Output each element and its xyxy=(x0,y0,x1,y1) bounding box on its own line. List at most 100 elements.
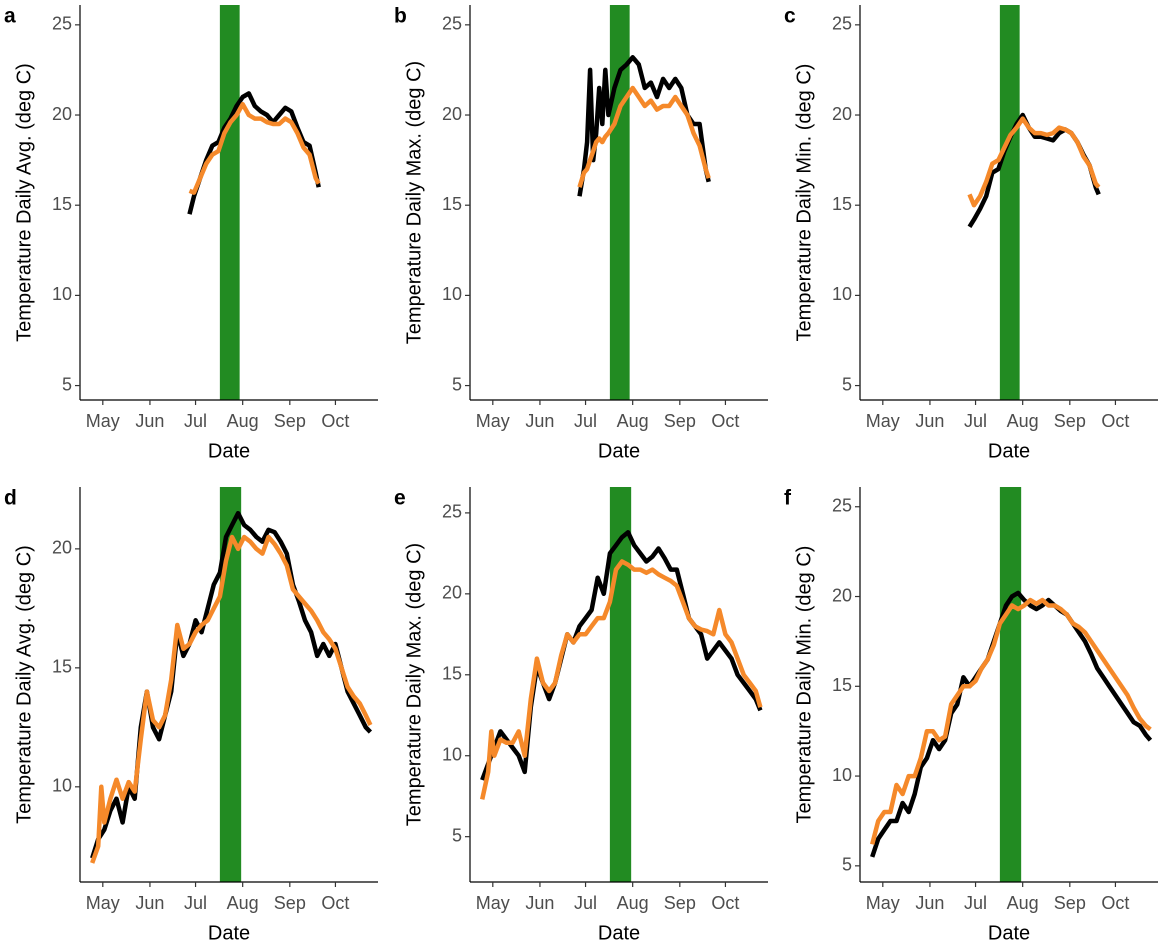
y-tick-label: 20 xyxy=(52,104,72,124)
x-tick-label: Jul xyxy=(574,893,597,913)
x-tick-label: Jul xyxy=(574,411,597,431)
y-tick-label: 5 xyxy=(62,374,72,394)
panel: 5 10 15 20 25 May Jun Jul Aug Sep Oct Date Temperatu… xyxy=(394,5,768,462)
x-tick-label: Oct xyxy=(711,411,739,431)
data-line xyxy=(90,534,373,864)
y-tick-label: 10 xyxy=(52,284,72,304)
data-line xyxy=(90,510,373,859)
x-tick-label: Jun xyxy=(135,411,164,431)
x-tick-label: Jun xyxy=(525,893,554,913)
x-axis-title: Date xyxy=(208,922,250,944)
x-tick-label: Sep xyxy=(1054,411,1086,431)
y-tick-label: 15 xyxy=(442,664,462,684)
y-axis-title: Temperature Daily Min. (deg C) xyxy=(793,546,815,824)
panel-label: a xyxy=(4,5,16,28)
data-line xyxy=(870,597,1152,845)
y-tick-label: 20 xyxy=(52,538,72,558)
x-tick-label: May xyxy=(476,411,510,431)
x-tick-label: Oct xyxy=(1101,411,1129,431)
x-axis-title: Date xyxy=(988,440,1030,462)
y-tick-label: 15 xyxy=(442,194,462,214)
y-tick-label: 25 xyxy=(832,14,852,34)
y-tick-label: 20 xyxy=(442,104,462,124)
y-tick-label: 10 xyxy=(52,776,72,796)
x-tick-label: Jul xyxy=(964,893,987,913)
y-tick-label: 5 xyxy=(842,855,852,875)
y-axis-title: Temperature Daily Avg. (deg C) xyxy=(13,545,35,824)
x-tick-label: Jun xyxy=(915,411,944,431)
panel: 5 10 15 20 25 May Jun Jul Aug Sep Oct Date Temperatu… xyxy=(394,487,768,944)
x-tick-label: Jun xyxy=(525,411,554,431)
panel: 10 15 20 May Jun Jul Aug Sep Oct Date Temperature … xyxy=(4,487,378,944)
panel-label: f xyxy=(784,487,792,510)
data-line xyxy=(480,530,763,781)
panel: 5 10 15 20 25 May Jun Jul Aug Sep Oct Date Temperatu… xyxy=(784,5,1158,462)
y-tick-label: 10 xyxy=(832,284,852,304)
x-tick-label: Jul xyxy=(964,411,987,431)
y-tick-label: 25 xyxy=(442,14,462,34)
x-axis-title: Date xyxy=(208,440,250,462)
x-tick-label: Oct xyxy=(1101,893,1129,913)
y-tick-label: 20 xyxy=(832,585,852,605)
x-tick-label: Aug xyxy=(1007,893,1039,913)
x-tick-label: Sep xyxy=(664,411,696,431)
x-tick-label: May xyxy=(866,893,900,913)
x-tick-label: Aug xyxy=(617,411,649,431)
y-axis-title: Temperature Daily Avg. (deg C) xyxy=(13,63,35,342)
panel: 5 10 15 20 25 May Jun Jul Aug Sep Oct Date Temperatu… xyxy=(4,5,378,462)
y-tick-label: 5 xyxy=(452,374,462,394)
y-axis-title: Temperature Daily Max. (deg C) xyxy=(403,61,425,344)
y-tick-label: 20 xyxy=(442,583,462,603)
highlight-band xyxy=(219,5,240,400)
y-tick-label: 25 xyxy=(442,502,462,522)
y-tick-label: 10 xyxy=(442,744,462,764)
x-tick-label: Sep xyxy=(664,893,696,913)
y-tick-label: 5 xyxy=(842,374,852,394)
x-tick-label: Aug xyxy=(617,893,649,913)
x-axis-title: Date xyxy=(598,922,640,944)
x-axis-title: Date xyxy=(598,440,640,462)
y-tick-label: 15 xyxy=(832,194,852,214)
y-tick-label: 25 xyxy=(52,14,72,34)
x-tick-label: Jun xyxy=(915,893,944,913)
x-tick-label: Oct xyxy=(711,893,739,913)
panel-label: d xyxy=(4,487,17,510)
data-line xyxy=(870,590,1153,858)
panel: 5 10 15 20 25 May Jun Jul Aug Sep Oct Date Temperatu… xyxy=(784,487,1158,944)
x-tick-label: May xyxy=(476,893,510,913)
highlight-band xyxy=(999,487,1022,882)
y-tick-label: 10 xyxy=(832,765,852,785)
y-tick-label: 25 xyxy=(832,496,852,516)
x-tick-label: Oct xyxy=(321,411,349,431)
y-tick-label: 5 xyxy=(452,825,462,845)
highlight-band xyxy=(219,487,242,882)
x-axis-title: Date xyxy=(988,922,1030,944)
data-line xyxy=(967,116,1101,208)
highlight-band xyxy=(999,5,1020,400)
panel-label: c xyxy=(784,5,796,28)
x-tick-label: Jun xyxy=(135,893,164,913)
x-tick-label: May xyxy=(86,893,120,913)
x-tick-label: Jul xyxy=(184,893,207,913)
y-tick-label: 15 xyxy=(832,675,852,695)
x-tick-label: Aug xyxy=(1007,411,1039,431)
x-tick-label: Sep xyxy=(1054,893,1086,913)
x-tick-label: May xyxy=(86,411,120,431)
data-line xyxy=(480,559,763,800)
y-axis-title: Temperature Daily Min. (deg C) xyxy=(793,64,815,342)
x-tick-label: May xyxy=(866,411,900,431)
data-line xyxy=(577,85,711,188)
y-tick-label: 20 xyxy=(832,104,852,124)
x-tick-label: Oct xyxy=(321,893,349,913)
x-tick-label: Sep xyxy=(274,893,306,913)
data-line xyxy=(188,101,321,195)
x-tick-label: Aug xyxy=(227,893,259,913)
y-tick-label: 10 xyxy=(442,284,462,304)
panel-label: e xyxy=(394,487,406,510)
panel-label: b xyxy=(394,5,407,28)
y-tick-label: 15 xyxy=(52,194,72,214)
x-tick-label: Sep xyxy=(274,411,306,431)
y-axis-title: Temperature Daily Max. (deg C) xyxy=(403,543,425,826)
x-tick-label: Aug xyxy=(227,411,259,431)
